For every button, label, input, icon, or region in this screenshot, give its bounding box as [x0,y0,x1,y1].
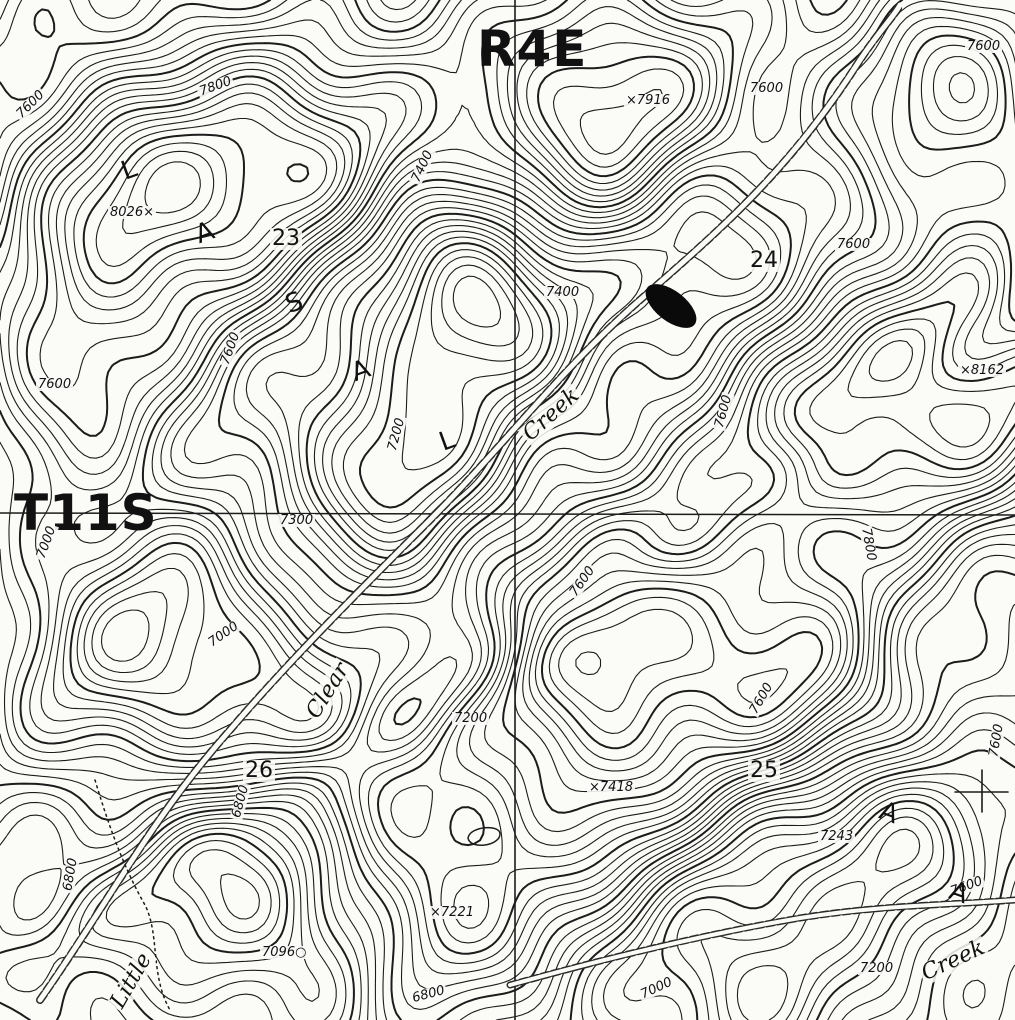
contour-label: 7600 [965,39,1003,54]
creek-line [94,779,171,1011]
section-number: 23 [270,226,302,251]
section-line-horizontal [0,512,1015,516]
spot-elevation: ×7418 [587,780,635,795]
contour-label: 7600 [748,81,786,96]
contour-label: 7600 [36,377,74,392]
spot-elevation: ×8162 [958,363,1006,378]
spot-elevation: 8026× [108,205,156,220]
range-label: R4E [477,20,588,78]
section-number: 25 [748,758,780,783]
spot-elevation: 7243 [818,829,856,844]
spot-elevation: ×7916 [624,93,672,108]
township-label: T11S [14,484,158,542]
road-fill [508,898,1015,987]
hill-oval [467,826,501,846]
pond-marker [645,284,697,328]
spot-elevation: 7096○ [260,945,309,960]
section-number: 24 [748,248,780,273]
survey-cross [954,769,1009,813]
contour-label: 7400 [544,285,582,300]
spot-elevation: ×7221 [428,905,476,920]
section-number: 26 [243,758,275,783]
contour-label: 7200 [858,961,896,976]
road-fill [37,2,903,1003]
contour-label: 7300 [278,513,316,528]
contour-label: 7600 [835,237,873,252]
contour-label: 7200 [452,711,490,726]
